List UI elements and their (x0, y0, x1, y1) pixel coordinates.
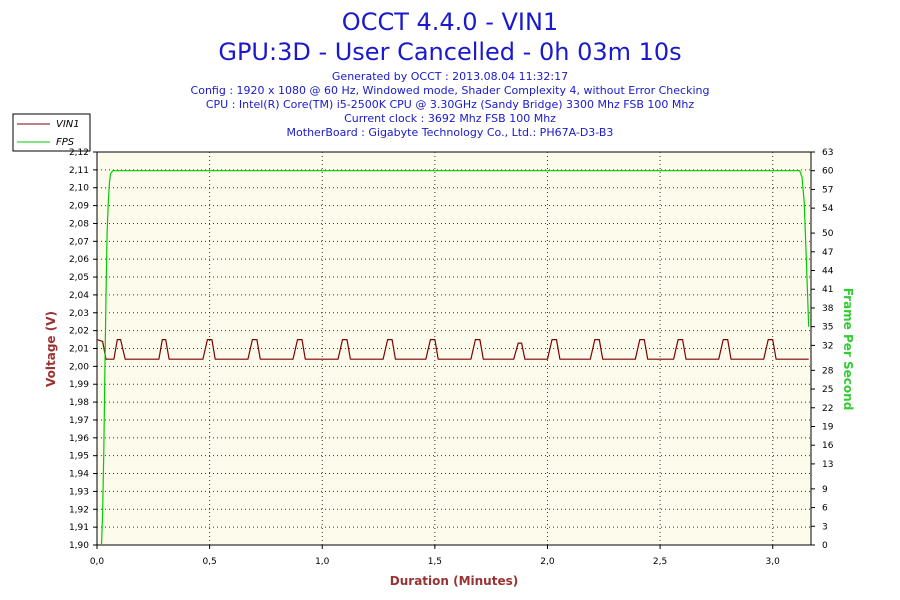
y2-tick-label: 25 (822, 385, 833, 395)
y-tick-label: 2,10 (69, 184, 89, 194)
y-axis-label: Voltage (V) (44, 311, 58, 387)
y-tick-label: 2,03 (69, 309, 89, 319)
info-lines: Generated by OCCT : 2013.08.04 11:32:17C… (191, 70, 710, 139)
info-line: CPU : Intel(R) Core(TM) i5-2500K CPU @ 3… (206, 98, 694, 111)
x-tick-label: 1,5 (428, 557, 442, 567)
y-tick-label: 2,06 (69, 255, 89, 265)
y2-tick-label: 63 (822, 148, 833, 158)
legend: VIN1 FPS (12, 113, 91, 152)
y-axis: 1,90 1,91 1,92 1,93 1,94 1,95 1,96 1,97 1,98 1,99… (69, 148, 97, 551)
y-tick-label: 1,90 (69, 541, 89, 551)
x-tick-label: 2,0 (540, 557, 555, 567)
y2-tick-label: 32 (822, 341, 833, 351)
y2-tick-label: 0 (822, 541, 828, 551)
legend-label-vin1: VIN1 (56, 119, 80, 130)
y2-tick-label: 3 (822, 522, 828, 532)
info-line: Config : 1920 x 1080 @ 60 Hz, Windowed m… (191, 84, 710, 97)
y-tick-label: 2,04 (69, 291, 89, 301)
y-tick-label: 1,94 (69, 470, 89, 480)
y2-tick-label: 6 (822, 504, 828, 514)
y2-tick-label: 13 (822, 460, 833, 470)
y-tick-label: 1,98 (69, 398, 89, 408)
y-tick-label: 2,00 (69, 362, 89, 372)
y2-tick-label: 35 (822, 323, 833, 333)
chart-title: OCCT 4.4.0 - VIN1 (342, 8, 558, 36)
y-tick-label: 1,95 (69, 452, 89, 462)
y-tick-label: 1,93 (69, 487, 89, 497)
y2-tick-label: 57 (822, 185, 833, 195)
y-tick-label: 1,96 (69, 434, 89, 444)
y2-tick-label: 22 (822, 404, 833, 414)
x-axis: 0,0 0,5 1,0 1,5 2,0 2,5 3,0 (90, 545, 780, 567)
grid (97, 152, 811, 545)
y2-tick-label: 50 (822, 229, 834, 239)
y2-tick-label: 38 (822, 304, 834, 314)
chart-subtitle: GPU:3D - User Cancelled - 0h 03m 10s (218, 38, 681, 66)
x-tick-label: 1,0 (315, 557, 330, 567)
y-tick-label: 2,12 (69, 148, 89, 158)
info-line: Current clock : 3692 Mhz FSB 100 Mhz (344, 112, 556, 125)
y2-tick-label: 28 (822, 366, 834, 376)
y2-tick-label: 47 (822, 248, 833, 258)
info-line: MotherBoard : Gigabyte Technology Co., L… (287, 126, 614, 139)
y-tick-label: 1,99 (69, 380, 89, 390)
x-tick-label: 2,5 (653, 557, 667, 567)
y-tick-label: 1,92 (69, 505, 89, 515)
y-tick-label: 2,09 (69, 202, 89, 212)
y-tick-label: 2,02 (69, 327, 89, 337)
y2-tick-label: 54 (822, 204, 834, 214)
x-tick-label: 0,5 (202, 557, 216, 567)
y-tick-label: 2,11 (69, 166, 89, 176)
y-tick-label: 2,05 (69, 273, 89, 283)
y-tick-label: 2,08 (69, 219, 89, 229)
series-layer (96, 170, 810, 546)
y2-tick-label: 9 (822, 485, 828, 495)
y2-axis: 0 3 6 9 13 16 19 22 25 28 32 35 38 41 44 47 50 54 57 60 63 (811, 148, 834, 551)
y-tick-label: 1,91 (69, 523, 89, 533)
y2-tick-label: 16 (822, 441, 834, 451)
y2-axis-label: Frame Per Second (841, 288, 855, 411)
y2-tick-label: 41 (822, 285, 833, 295)
y-tick-label: 2,07 (69, 237, 89, 247)
info-line: Generated by OCCT : 2013.08.04 11:32:17 (332, 70, 568, 83)
y-tick-label: 2,01 (69, 345, 89, 355)
x-tick-label: 0,0 (90, 557, 105, 567)
y2-tick-label: 60 (822, 167, 834, 177)
x-tick-label: 3,0 (766, 557, 781, 567)
legend-label-fps: FPS (56, 137, 75, 148)
x-axis-label: Duration (Minutes) (390, 574, 518, 588)
series-line-vin1 (96, 339, 809, 360)
y-tick-label: 1,97 (69, 416, 89, 426)
y2-tick-label: 44 (822, 267, 834, 277)
y2-tick-label: 19 (822, 422, 834, 432)
series-line-fps (100, 170, 810, 546)
